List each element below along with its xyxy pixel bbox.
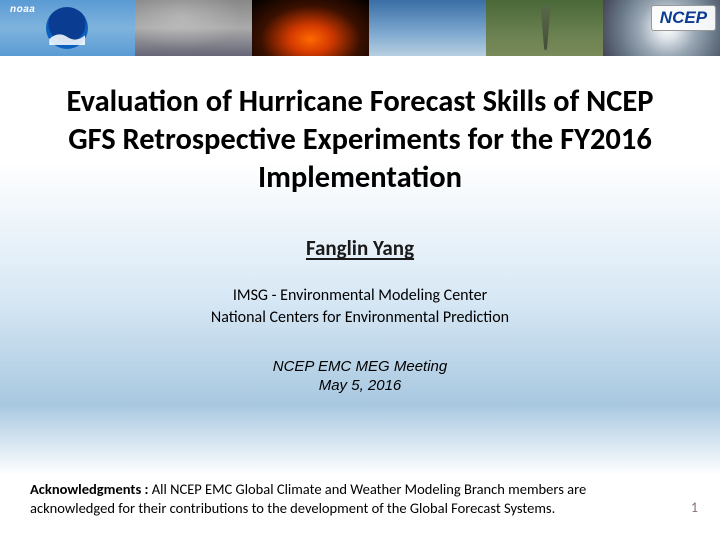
acknowledgments: Acknowledgments : All NCEP EMC Global Cl… — [30, 480, 670, 518]
noaa-logo-icon — [46, 7, 88, 49]
slide: noaa NCEP Evaluation of Hurricane Foreca… — [0, 0, 720, 540]
affiliation-line2: National Centers for Environmental Predi… — [211, 308, 509, 327]
affiliation-line1: IMSG - Environmental Modeling Center — [233, 286, 487, 305]
slide-title: Evaluation of Hurricane Forecast Skills … — [44, 83, 676, 197]
meeting-info: NCEP EMC MEG Meeting May 5, 2016 — [44, 357, 676, 396]
noaa-label: noaa — [10, 4, 35, 15]
banner-hurricane-image: NCEP — [603, 0, 720, 56]
page-number: 1 — [691, 499, 698, 516]
affiliation: IMSG - Environmental Modeling Center Nat… — [44, 285, 676, 328]
ack-label: Acknowledgments : — [30, 480, 149, 498]
banner-noaa-panel: noaa — [0, 0, 135, 56]
meeting-line1: NCEP EMC MEG Meeting — [273, 358, 448, 375]
banner-wave-image — [135, 0, 252, 56]
meeting-line2: May 5, 2016 — [319, 377, 402, 394]
author-name: Fanglin Yang — [44, 235, 676, 261]
banner-sky-image — [369, 0, 486, 56]
banner-volcano-image — [252, 0, 369, 56]
header-banner: noaa NCEP — [0, 0, 720, 56]
banner-tornado-image — [486, 0, 603, 56]
content-area: Evaluation of Hurricane Forecast Skills … — [0, 56, 720, 396]
ncep-label-box: NCEP — [651, 5, 716, 31]
